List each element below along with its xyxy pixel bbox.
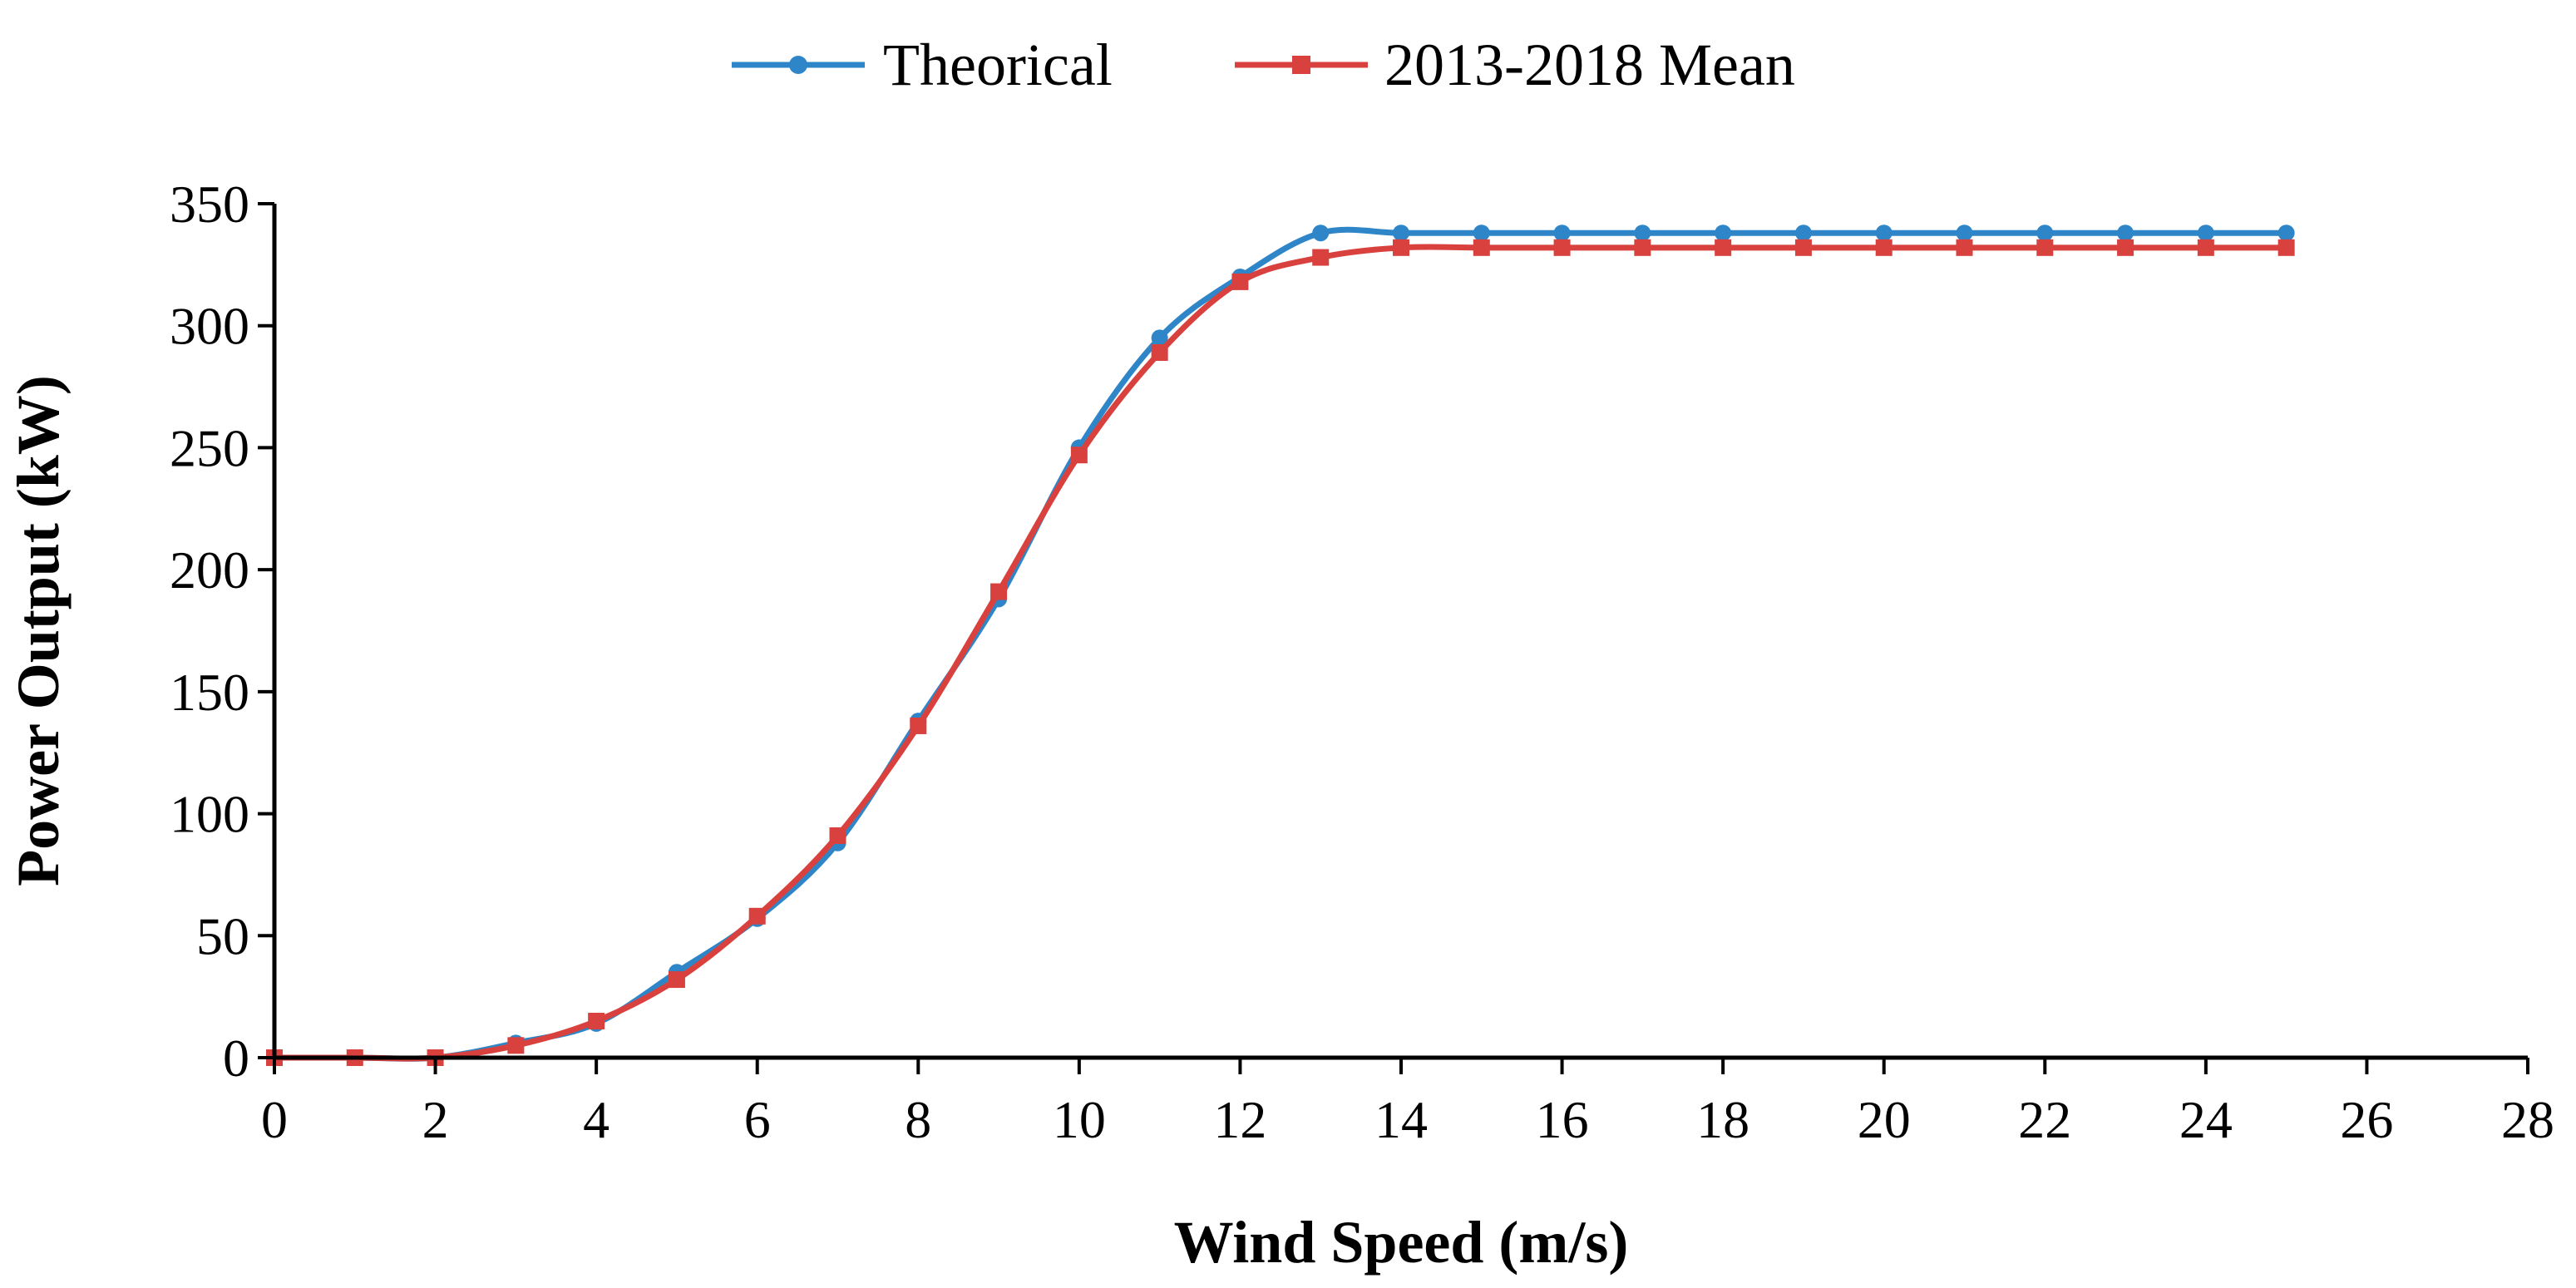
x-axis-title: Wind Speed (m/s) (1174, 1209, 1629, 1276)
x-tick-label: 12 (1213, 1090, 1266, 1149)
x-tick-label: 22 (2018, 1090, 2071, 1149)
data-point (507, 1037, 525, 1054)
data-point (1956, 225, 1973, 242)
series-layer (266, 225, 2295, 1066)
data-point (1553, 225, 1571, 242)
data-point (2036, 225, 2054, 242)
axes (272, 204, 2528, 1060)
legend: Theorical 2013-2018 Mean (732, 32, 1795, 98)
y-tick-label: 300 (170, 297, 249, 356)
y-tick-label: 0 (223, 1029, 249, 1088)
x-tick-label: 26 (2340, 1090, 2393, 1149)
data-point (1875, 239, 1893, 256)
data-point (1312, 249, 1330, 266)
series-line (274, 244, 2287, 1062)
legend-label: Theorical (883, 32, 1113, 98)
series-line (274, 226, 2287, 1062)
data-point (1794, 225, 1812, 242)
data-point (910, 717, 927, 734)
legend-item: 2013-2018 Mean (1235, 32, 1795, 98)
data-point (1715, 225, 1732, 242)
data-point (1312, 225, 1330, 242)
data-point (1634, 239, 1651, 256)
x-tick-label: 18 (1696, 1090, 1749, 1149)
y-tick-label: 50 (196, 906, 249, 965)
x-tick-label: 8 (905, 1090, 931, 1149)
x-tick-label: 14 (1374, 1090, 1428, 1149)
series-theorical (266, 225, 2295, 1066)
data-point (668, 971, 685, 989)
data-point (1634, 225, 1651, 242)
x-tick-label: 24 (2179, 1090, 2233, 1149)
x-tick-label: 20 (1858, 1090, 1911, 1149)
x-tick-label: 4 (583, 1090, 609, 1149)
data-point (829, 827, 846, 844)
data-point (1231, 273, 1249, 290)
y-tick-label: 150 (170, 663, 249, 722)
legend-item: Theorical (732, 32, 1113, 98)
legend-marker (789, 56, 807, 74)
data-point (1956, 239, 1973, 256)
data-point (1070, 447, 1088, 464)
data-point (1151, 329, 1168, 347)
x-tick-label: 16 (1536, 1090, 1589, 1149)
x-tick-label: 28 (2501, 1090, 2554, 1149)
legend-label: 2013-2018 Mean (1384, 32, 1795, 98)
data-point (1553, 239, 1571, 256)
legend-marker (1292, 56, 1310, 74)
data-point (1151, 343, 1168, 361)
series-mean (266, 239, 2295, 1066)
data-point (1473, 239, 1490, 256)
y-tick-label: 200 (170, 540, 249, 600)
x-ticks: 0 2 4 6 8 10 12 14 16 18 20 22 24 26 28 (261, 1058, 2554, 1149)
data-point (2197, 239, 2214, 256)
y-tick-label: 100 (170, 785, 249, 844)
x-tick-label: 6 (744, 1090, 771, 1149)
y-tick-label: 250 (170, 418, 249, 477)
data-point (990, 583, 1008, 600)
x-tick-label: 0 (261, 1090, 288, 1149)
data-point (2277, 225, 2295, 242)
y-ticks: 0 50 100 150 200 250 300 350 (170, 175, 274, 1088)
data-point (2277, 239, 2295, 256)
data-point (1875, 225, 1893, 242)
data-point (588, 1012, 605, 1029)
data-point (1794, 239, 1812, 256)
x-tick-label: 2 (422, 1090, 449, 1149)
data-point (1473, 225, 1490, 242)
data-point (2197, 225, 2214, 242)
data-point (2117, 225, 2134, 242)
data-point (1393, 239, 1409, 256)
x-tick-label: 10 (1053, 1090, 1106, 1149)
data-point (1715, 239, 1732, 256)
data-point (1393, 225, 1409, 242)
y-axis-title: Power Output (kW) (5, 375, 72, 886)
data-point (748, 907, 766, 925)
data-point (2117, 239, 2134, 256)
data-point (2036, 239, 2054, 256)
y-tick-label: 350 (170, 175, 249, 234)
